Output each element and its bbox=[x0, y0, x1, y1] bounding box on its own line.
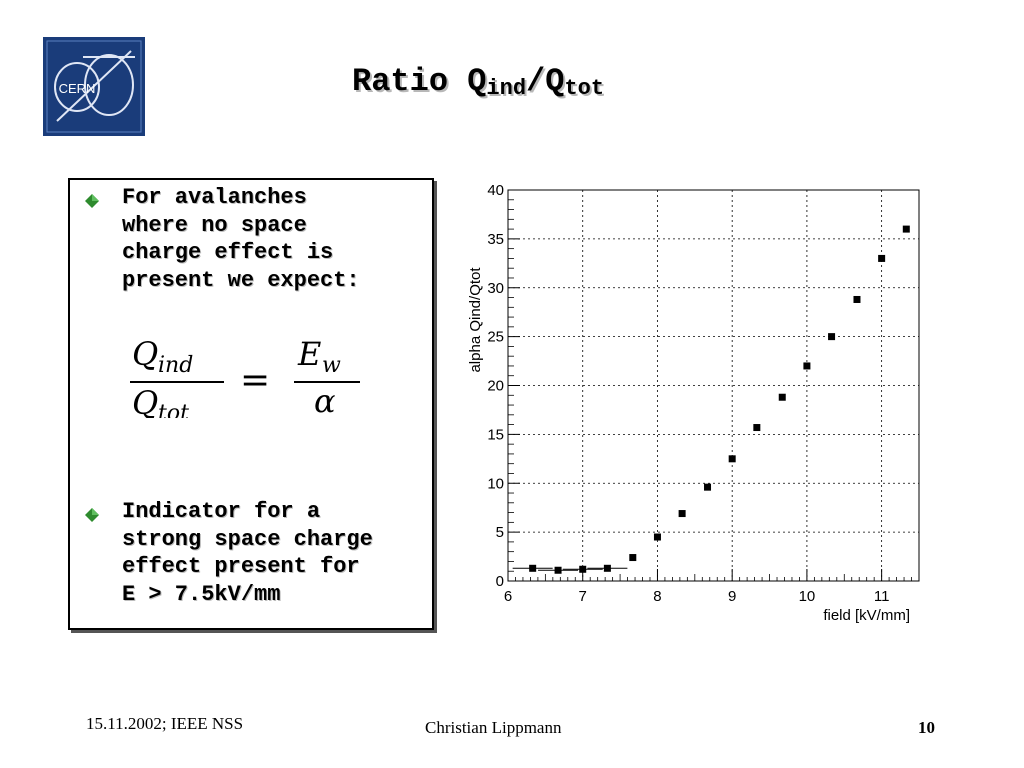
logo-text: CERN bbox=[59, 81, 96, 96]
data-point bbox=[753, 424, 761, 432]
svg-text:Q: Q bbox=[132, 338, 158, 373]
data-point bbox=[579, 565, 587, 573]
bullet-2-line-4: E > 7.5kV/mm bbox=[122, 581, 281, 607]
y-tick-label: 5 bbox=[496, 524, 504, 541]
svg-text:Q: Q bbox=[132, 384, 158, 418]
x-tick-label: 6 bbox=[504, 588, 512, 605]
x-tick-label: 9 bbox=[728, 588, 736, 605]
bullet-2-line-3: effect present for bbox=[122, 554, 360, 579]
cern-logo: CERN bbox=[43, 37, 145, 136]
y-tick-label: 15 bbox=[487, 426, 504, 443]
data-point bbox=[554, 566, 562, 574]
bullet-text-1: For avalanches where no space charge effec… bbox=[122, 184, 360, 294]
x-tick-label: 8 bbox=[653, 588, 661, 605]
bullet-2-line-2: strong space charge bbox=[122, 526, 373, 552]
bullet-1-line-4: present we expect: bbox=[122, 267, 360, 293]
data-point bbox=[728, 455, 736, 463]
data-point bbox=[653, 533, 661, 541]
svg-text:α: α bbox=[314, 382, 336, 418]
bullet-1-line-3: charge effect is bbox=[122, 240, 334, 265]
svg-text:w: w bbox=[322, 353, 341, 378]
slide-number: 10 bbox=[918, 718, 935, 737]
svg-text:=: = bbox=[240, 360, 270, 401]
data-point bbox=[603, 564, 611, 572]
bullet-2-line-1: Indicator for a bbox=[122, 499, 321, 524]
bullet-1-line-2: where no space bbox=[122, 212, 307, 238]
formula: Q ind Q tot = E w α bbox=[128, 335, 368, 426]
data-point bbox=[803, 362, 811, 370]
data-point bbox=[853, 295, 861, 303]
scatter-chart: 6 7 8 9 10 11 0 5 10 15 20 25 30 35 40 field [kV/mm] a… bbox=[450, 180, 930, 635]
data-point bbox=[828, 333, 836, 341]
footer-date: 15.11.2002; IEEE NSS bbox=[86, 714, 244, 733]
green-diamond-icon bbox=[84, 507, 100, 523]
x-tick-label: 7 bbox=[579, 588, 587, 605]
svg-text:tot: tot bbox=[158, 401, 189, 418]
svg-text:E: E bbox=[297, 338, 321, 373]
y-tick-label: 35 bbox=[487, 231, 504, 248]
data-point bbox=[902, 225, 910, 233]
data-point bbox=[878, 254, 886, 262]
slide-title: Ratio Qind/Qtot bbox=[352, 63, 605, 101]
data-point bbox=[529, 564, 537, 572]
bullet-text-2: Indicator for a strong space charge effect… bbox=[122, 498, 373, 608]
x-tick-label: 11 bbox=[874, 588, 890, 605]
data-point bbox=[678, 510, 686, 518]
x-axis-label: field [kV/mm] bbox=[823, 607, 910, 624]
bullet-text-box: For avalanches where no space charge effec… bbox=[68, 178, 434, 630]
svg-text:ind: ind bbox=[158, 353, 193, 378]
footer-author: Christian Lippmann bbox=[425, 718, 562, 737]
data-point bbox=[778, 393, 786, 401]
y-tick-label: 10 bbox=[487, 475, 504, 492]
green-diamond-icon bbox=[84, 193, 100, 209]
x-tick-label: 10 bbox=[799, 588, 816, 605]
data-point bbox=[704, 483, 712, 491]
y-tick-label: 20 bbox=[487, 378, 504, 395]
data-point bbox=[629, 554, 637, 562]
y-tick-label: 40 bbox=[487, 182, 504, 199]
bullet-1-line-1: For avalanches bbox=[122, 185, 307, 210]
y-tick-label: 25 bbox=[487, 329, 504, 346]
y-tick-label: 0 bbox=[496, 573, 504, 590]
y-tick-label: 30 bbox=[487, 280, 504, 297]
y-axis-label: alpha Qind/Qtot bbox=[467, 267, 484, 373]
